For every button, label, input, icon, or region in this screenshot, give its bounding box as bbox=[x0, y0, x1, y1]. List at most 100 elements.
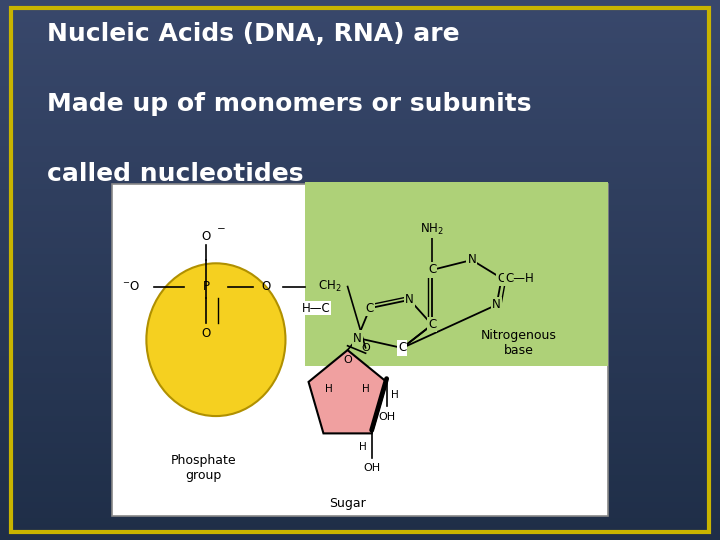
Bar bbox=[0, 297, 720, 302]
Bar bbox=[0, 454, 720, 459]
Bar bbox=[0, 130, 720, 135]
Bar bbox=[0, 410, 720, 416]
Text: H: H bbox=[392, 390, 399, 401]
Bar bbox=[0, 313, 720, 319]
Bar bbox=[0, 389, 720, 394]
Bar bbox=[0, 373, 720, 378]
Bar bbox=[0, 70, 720, 76]
Text: H—C: H—C bbox=[302, 302, 330, 315]
Bar bbox=[0, 227, 720, 232]
Text: C: C bbox=[428, 264, 436, 276]
Bar bbox=[0, 405, 720, 410]
Bar bbox=[0, 518, 720, 524]
Bar bbox=[0, 367, 720, 373]
Bar bbox=[0, 416, 720, 421]
Bar bbox=[0, 270, 720, 275]
Text: O: O bbox=[361, 343, 370, 353]
Bar bbox=[0, 378, 720, 383]
Bar bbox=[0, 5, 720, 11]
Bar bbox=[0, 97, 720, 103]
Text: C—H: C—H bbox=[505, 272, 534, 285]
Text: $^{-}$O: $^{-}$O bbox=[122, 280, 140, 293]
Bar bbox=[0, 308, 720, 313]
Bar bbox=[0, 491, 720, 497]
Text: N: N bbox=[353, 332, 362, 345]
Text: CH$_2$: CH$_2$ bbox=[318, 279, 341, 294]
Text: Sugar: Sugar bbox=[329, 497, 366, 510]
Text: C: C bbox=[428, 318, 436, 331]
Bar bbox=[0, 11, 720, 16]
Bar bbox=[0, 146, 720, 151]
Text: O: O bbox=[202, 327, 211, 340]
Bar bbox=[0, 292, 720, 297]
Bar bbox=[0, 184, 720, 189]
Bar bbox=[0, 43, 720, 49]
Bar bbox=[0, 254, 720, 259]
Text: called nucleotides: called nucleotides bbox=[47, 162, 303, 186]
Bar bbox=[0, 86, 720, 92]
Bar bbox=[0, 173, 720, 178]
Bar bbox=[0, 65, 720, 70]
Text: N: N bbox=[492, 298, 501, 312]
Bar bbox=[0, 211, 720, 216]
Bar bbox=[0, 437, 720, 443]
Bar bbox=[0, 113, 720, 119]
Bar bbox=[0, 32, 720, 38]
Text: C: C bbox=[366, 302, 374, 315]
Bar bbox=[0, 281, 720, 286]
Bar bbox=[0, 216, 720, 221]
Bar bbox=[0, 205, 720, 211]
Text: H: H bbox=[325, 384, 333, 394]
Bar bbox=[0, 22, 720, 27]
Bar bbox=[0, 475, 720, 481]
Bar bbox=[0, 443, 720, 448]
Text: P: P bbox=[202, 280, 210, 293]
Bar bbox=[0, 0, 720, 5]
Bar bbox=[0, 76, 720, 81]
Bar bbox=[0, 481, 720, 486]
Text: C: C bbox=[498, 272, 505, 285]
Bar bbox=[0, 524, 720, 529]
Bar bbox=[0, 340, 720, 346]
Bar bbox=[0, 502, 720, 508]
Bar bbox=[0, 167, 720, 173]
Text: OH: OH bbox=[378, 411, 395, 422]
Text: H: H bbox=[359, 442, 367, 452]
Bar bbox=[0, 529, 720, 535]
Bar bbox=[0, 259, 720, 265]
Bar bbox=[0, 92, 720, 97]
Bar bbox=[0, 275, 720, 281]
Bar bbox=[0, 151, 720, 157]
Bar bbox=[0, 394, 720, 400]
Text: O: O bbox=[202, 230, 211, 243]
Bar bbox=[0, 459, 720, 464]
Bar bbox=[0, 513, 720, 518]
Bar bbox=[0, 162, 720, 167]
Bar bbox=[0, 319, 720, 324]
Bar bbox=[0, 238, 720, 243]
Bar bbox=[0, 356, 720, 362]
Bar bbox=[0, 329, 720, 335]
Bar bbox=[0, 351, 720, 356]
Bar bbox=[0, 427, 720, 432]
Bar bbox=[0, 189, 720, 194]
Bar bbox=[0, 119, 720, 124]
Bar bbox=[0, 470, 720, 475]
Bar bbox=[0, 383, 720, 389]
Bar bbox=[0, 335, 720, 340]
Bar bbox=[0, 508, 720, 513]
Text: NH$_2$: NH$_2$ bbox=[420, 222, 444, 237]
Bar bbox=[0, 448, 720, 454]
Bar bbox=[0, 346, 720, 351]
Bar bbox=[0, 432, 720, 437]
Bar bbox=[0, 200, 720, 205]
Bar bbox=[0, 302, 720, 308]
Bar bbox=[0, 54, 720, 59]
Bar bbox=[0, 157, 720, 162]
Bar bbox=[0, 243, 720, 248]
Text: Nucleic Acids (DNA, RNA) are: Nucleic Acids (DNA, RNA) are bbox=[47, 22, 459, 45]
FancyBboxPatch shape bbox=[112, 184, 608, 516]
Bar bbox=[0, 324, 720, 329]
Text: O: O bbox=[343, 355, 352, 365]
Bar bbox=[0, 49, 720, 54]
